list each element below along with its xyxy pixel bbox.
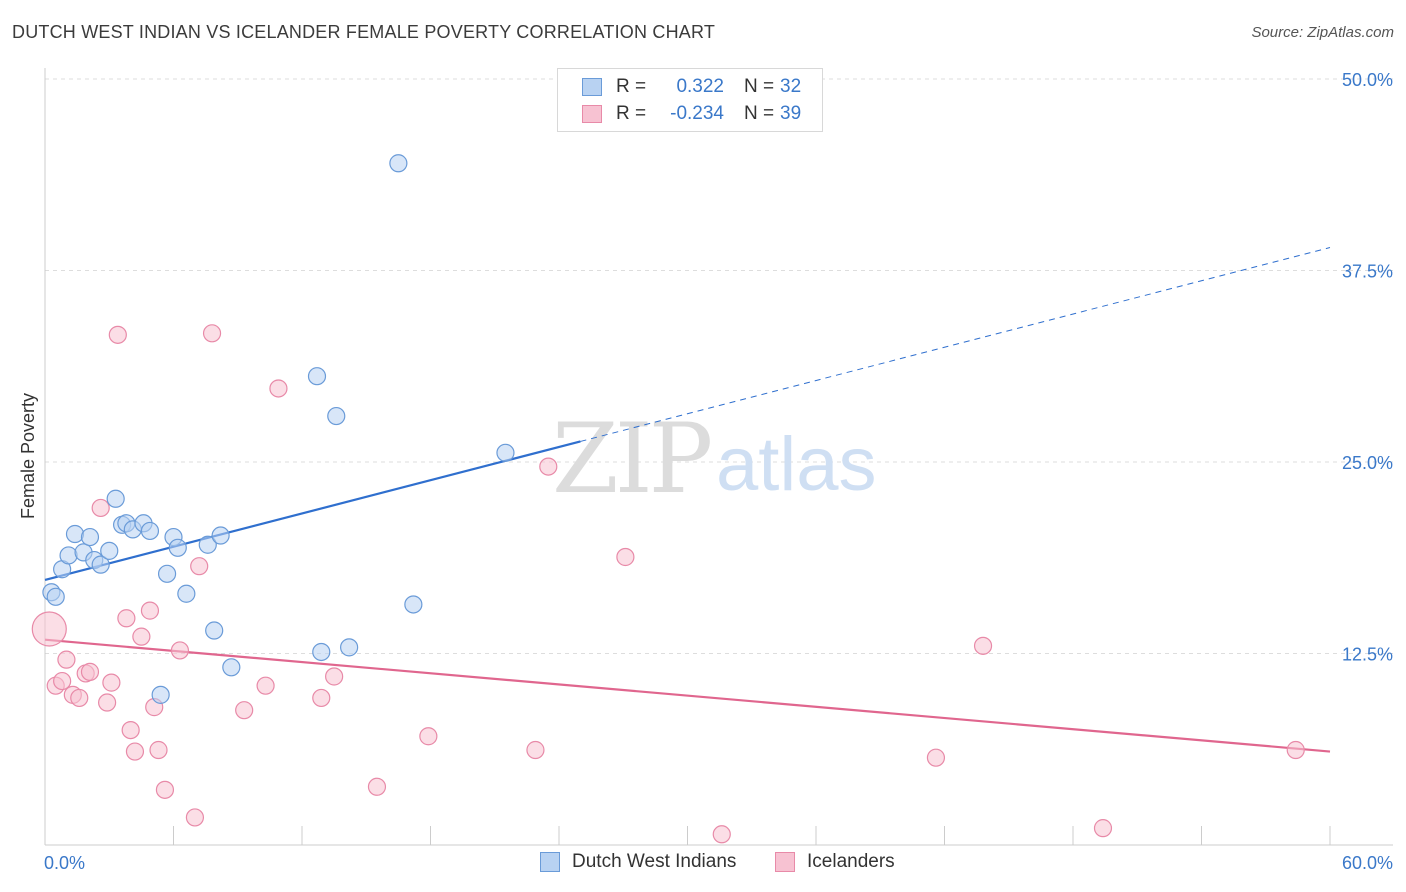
watermark-zip: ZIP [552,403,711,515]
icelanders-point [325,667,344,686]
legend-r-value: -0.234 [670,103,724,124]
dutch-west-indians-point [106,489,125,508]
icelanders-point [202,324,222,343]
axes [44,68,1393,846]
icelanders-point [125,742,145,761]
icelanders-point [117,609,136,628]
y-tick-label: 37.5% [1342,262,1393,282]
dutch-west-indians-point [205,621,224,640]
dutch-west-indians-point [91,555,110,574]
legend-swatch-blue [582,78,602,96]
dutch-west-indians-point [404,595,423,614]
dutch-west-indians-point [222,658,241,677]
icelanders-point [539,457,558,476]
y-axis-label: Female Poverty [18,393,38,519]
icelanders-point [616,547,635,567]
legend-series: Dutch West Indians Icelanders [0,851,1406,877]
icelanders-point [155,780,175,799]
dutch-west-indians-point [198,535,217,554]
icelanders-point [185,808,205,827]
icelanders-point [132,627,151,646]
dutch-west-indians-point [389,154,408,173]
dutch-west-indians-point [157,564,177,583]
dutch-west-indians-point [65,524,85,544]
trend-lines [44,247,1331,753]
icelanders-point [140,601,160,620]
watermark-atlas: atlas [716,422,877,507]
dutch-west-indians-point [327,406,346,426]
legend-item-icelanders: Icelanders [775,851,895,873]
trend-line-icelanders [44,638,1331,753]
icelanders-point [108,325,127,344]
dutch-west-indians-point [177,584,196,603]
dutch-west-indians-point [312,642,331,662]
dutch-west-indians-point [211,526,230,545]
legend-n-label: N = [744,103,775,124]
x-tick-label: 60.0% [1342,853,1393,873]
icelanders-point [91,498,110,518]
dutch-west-indians-point [496,443,515,462]
icelanders-point [256,676,275,695]
legend-r-value: 0.322 [676,76,724,97]
x-tick-label: 0.0% [44,853,85,873]
dutch-west-indians-point [140,521,160,541]
dutch-west-indians-point [307,367,327,386]
legend-swatch-pink [775,852,795,872]
icelanders-point [149,740,168,760]
legend-label: Dutch West Indians [572,851,737,872]
icelanders-point [1286,740,1305,760]
chart-source: Source: ZipAtlas.com [1251,24,1394,41]
watermark: ZIP atlas [552,403,877,515]
dutch-west-indians-point [100,541,119,560]
y-tick-label: 50.0% [1342,70,1393,90]
legend-swatch-pink [582,105,602,123]
icelanders-point [57,650,76,669]
dutch-west-indians-point [340,638,359,657]
legend-r-label: R = [616,103,647,124]
icelanders-point [98,693,117,712]
icelanders-point [312,688,331,708]
legend-n-value: 39 [780,103,802,124]
icelanders-point [170,641,190,660]
icelanders-point [1093,819,1113,838]
dutch-west-indians-point [59,546,78,565]
icelanders-point [70,688,89,708]
grid-lines [45,78,1393,654]
icelanders-point [973,636,993,655]
icelanders-point [367,777,387,796]
legend-row-dutch-west-indians: R = 0.322 N = 32 [582,75,801,99]
dutch-west-indians-point [46,587,65,606]
legend-label: Icelanders [807,851,895,872]
chart-title: DUTCH WEST INDIAN VS ICELANDER FEMALE PO… [12,22,716,42]
icelanders-point [235,701,254,720]
legend-n-value: 32 [780,76,802,97]
dutch-west-indians-point [80,527,100,547]
icelanders-point [80,662,100,681]
icelanders-point [31,611,67,647]
y-tick-label: 12.5% [1342,645,1393,665]
legend-row-icelanders: R = -0.234 N = 39 [582,102,801,126]
trend-line-dutch-west-indians-projection [580,247,1331,442]
tick-labels: 12.5% 25.0% 37.5% 50.0% 0.0% 60.0% [44,70,1393,873]
legend-r-label: R = [616,76,647,97]
icelanders-point [526,740,545,760]
legend-n-label: N = [744,76,775,97]
icelanders-point [121,720,140,740]
dutch-west-indians-point [151,685,170,704]
y-tick-label: 25.0% [1342,453,1393,473]
icelanders-point [190,557,209,576]
dutch-west-indians-point [168,538,187,557]
data-points [31,154,1305,844]
legend-item-dutch-west-indians: Dutch West Indians [540,851,736,873]
icelanders-point [926,748,946,767]
legend-swatch-blue [540,852,560,872]
trend-line-dutch-west-indians [44,440,581,582]
icelanders-point [53,671,72,691]
icelanders-point [712,825,731,844]
icelanders-point [419,727,438,746]
legend-stats: R = 0.322 N = 32 R = -0.234 N = 39 [557,68,823,132]
icelanders-point [102,673,121,692]
icelanders-point [269,379,288,398]
